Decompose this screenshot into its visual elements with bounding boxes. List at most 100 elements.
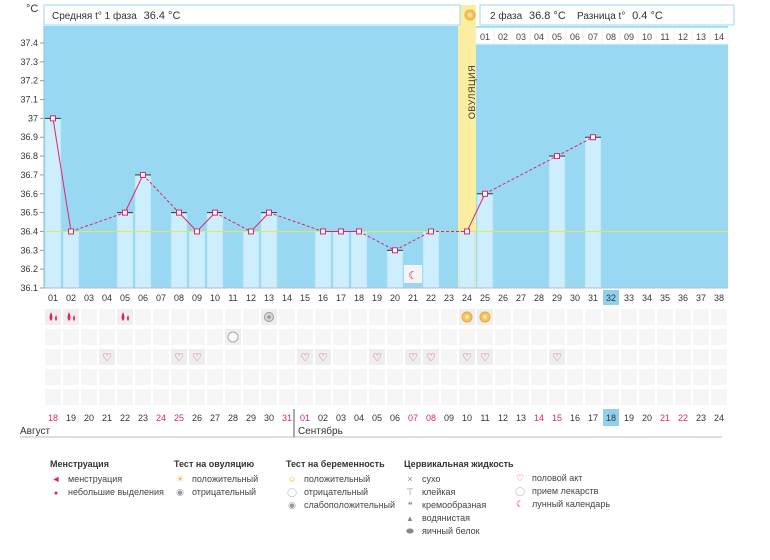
symptom-cell: [81, 369, 97, 385]
y-axis-unit: °C: [26, 3, 38, 15]
temp-point: [50, 115, 56, 122]
heart-icon: ♡: [192, 352, 202, 364]
today-day-highlight: [603, 290, 619, 305]
symptom-cell: [603, 369, 619, 385]
cycle-day-label: 16: [318, 293, 328, 303]
temp-segment: [250, 212, 270, 232]
y-tick-label: 36.1: [20, 283, 38, 293]
symptom-cell: [621, 349, 637, 365]
symptom-cell: [477, 329, 493, 345]
today-date-highlight: [603, 409, 619, 426]
temp-segment: [268, 212, 324, 232]
y-tick-label: 36.8: [20, 151, 38, 161]
temp-point: [356, 228, 362, 235]
symptom-cell: [675, 309, 691, 325]
temp-segment: [124, 174, 144, 213]
cycle-day-label: 19: [372, 293, 382, 303]
legend-other: ♡ половой акт ◯ прием лекарств ☾ лунный кал…: [514, 472, 610, 511]
symptom-cell: [513, 389, 529, 405]
temp-bar: [548, 155, 566, 289]
y-tick-label: 36.2: [20, 264, 38, 274]
symptom-cell: [279, 369, 295, 385]
symptom-cell: [621, 309, 637, 325]
symptom-cell: [657, 329, 673, 345]
symptom-cell: [351, 309, 367, 325]
symptom-cell: [459, 329, 475, 345]
temp-bar: [422, 231, 440, 289]
heart-icon: ♡: [300, 352, 310, 364]
watery-icon: ▲: [406, 514, 414, 523]
date-label: 24: [714, 413, 724, 423]
temp-bar: [458, 231, 476, 289]
y-tick-label: 36.6: [20, 189, 38, 199]
temp-point: [392, 247, 398, 254]
symptom-cell: [369, 329, 385, 345]
symptom-cell: [225, 389, 241, 405]
pregnancy-negative-icon: [227, 331, 239, 343]
symptom-cell: [189, 369, 205, 385]
symptom-cell: [333, 349, 349, 365]
top-day-label: 13: [696, 32, 706, 42]
cycle-day-label: 37: [696, 293, 706, 303]
top-day-label: 07: [588, 32, 598, 42]
symptom-cell: [351, 369, 367, 385]
symptom-cell: [387, 309, 403, 325]
sex-cell: [549, 349, 565, 365]
symptom-cell: [477, 389, 493, 405]
date-label: 07: [408, 413, 418, 423]
phase2-label: 2 фаза: [490, 10, 523, 22]
symptom-cell: [657, 309, 673, 325]
temp-bar: [350, 231, 368, 289]
date-label: 22: [678, 413, 688, 423]
heart-icon: ♡: [102, 352, 112, 364]
temp-point: [554, 153, 560, 160]
top-day-label: 10: [642, 32, 652, 42]
symptom-cell: [171, 329, 187, 345]
cycle-day-label: 22: [426, 293, 436, 303]
temp-segment: [142, 174, 180, 213]
symptom-cell: [243, 389, 259, 405]
symptom-cell: [99, 389, 115, 405]
legend-menstruation: Менструация ◄ менструация ● небольшие выде…: [50, 459, 164, 499]
heart-icon: ♡: [408, 352, 418, 364]
top-day-label: 02: [498, 32, 508, 42]
date-label: 08: [426, 413, 436, 423]
symptom-cell: [693, 329, 709, 345]
symptom-cell: [477, 369, 493, 385]
y-tick-label: 37.3: [20, 57, 38, 67]
cycle-day-label: 30: [570, 293, 580, 303]
temp-point: [464, 228, 470, 235]
temp-bar: [584, 136, 602, 289]
symptom-cell: [153, 369, 169, 385]
temp-point: [176, 209, 182, 216]
symptom-cell: [135, 329, 151, 345]
phase2-value: 36.8 °C: [529, 10, 566, 22]
symptom-cell: [117, 369, 133, 385]
symptom-cell: [621, 329, 637, 345]
legend-pregnancy-positive: положительный: [304, 474, 371, 484]
legend-cervical-watery: водянистая: [422, 513, 471, 523]
moon-cell: [404, 265, 422, 283]
symptom-cell: [549, 329, 565, 345]
symptom-cell: [441, 369, 457, 385]
cycle-day-label: 09: [192, 293, 202, 303]
temp-segment: [178, 212, 198, 232]
symptom-cell: [369, 389, 385, 405]
symptom-cell: [135, 309, 151, 325]
date-label: 16: [570, 413, 580, 423]
symptom-cell: [387, 349, 403, 365]
symptom-cell: [225, 369, 241, 385]
sex-cell: [369, 349, 385, 365]
temp-point: [482, 190, 488, 197]
cycle-day-label: 03: [84, 293, 94, 303]
symptom-cell: [441, 329, 457, 345]
temp-bar: [476, 193, 494, 289]
date-label: 24: [156, 413, 166, 423]
symptom-cell: [567, 309, 583, 325]
temp-bar: [116, 212, 134, 289]
symptom-cell: [495, 389, 511, 405]
symptom-cell: [189, 389, 205, 405]
legend-cervical-creamy: кремообразная: [422, 500, 487, 510]
heart-icon: ♡: [515, 473, 525, 483]
symptom-cell: [405, 329, 421, 345]
